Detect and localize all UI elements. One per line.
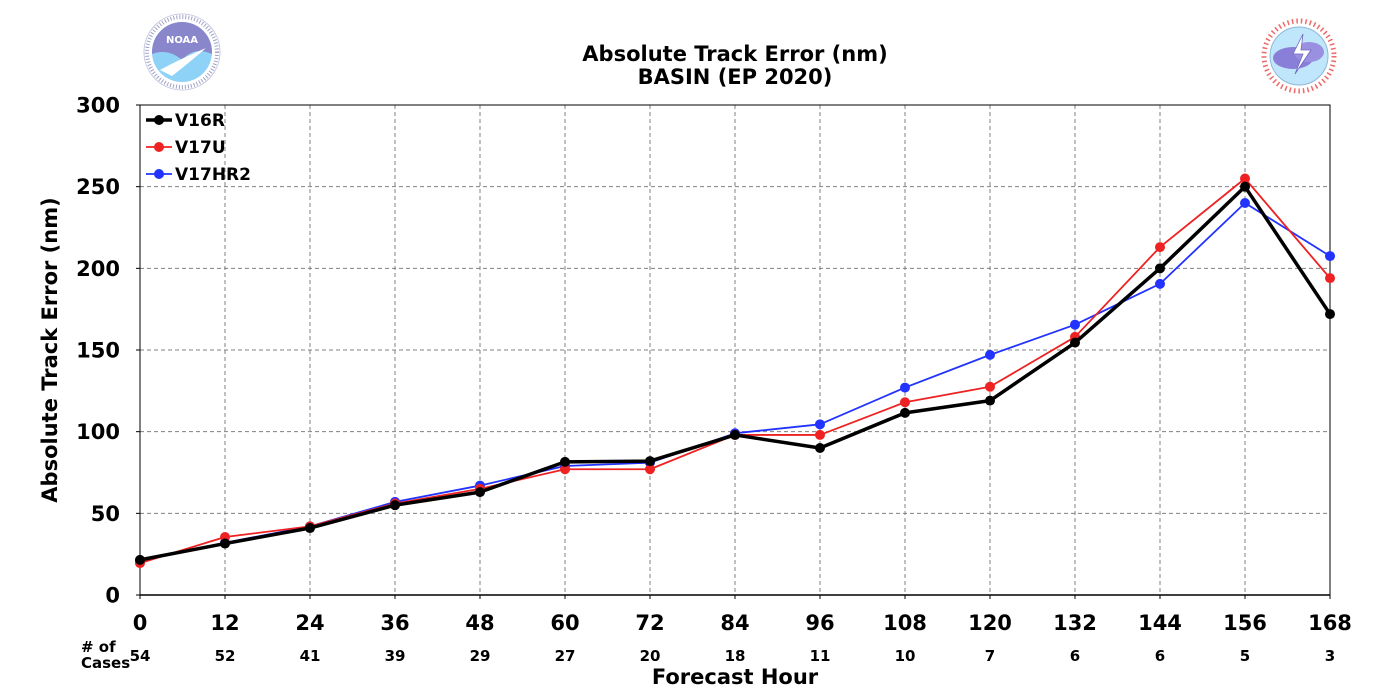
data-point-v16r	[1240, 181, 1250, 192]
y-tick-label: 0	[105, 584, 120, 608]
data-point-v17u	[1240, 173, 1250, 184]
data-point-v16r	[645, 456, 655, 467]
case-count: 7	[985, 647, 995, 665]
data-point-v17hr2	[985, 349, 995, 360]
data-point-v17hr2	[815, 419, 825, 430]
legend-marker-v17u	[154, 142, 164, 152]
x-axis-label: Forecast Hour	[652, 665, 819, 689]
x-tick-label: 84	[720, 611, 749, 635]
case-count: 18	[725, 647, 746, 665]
case-count: 52	[215, 647, 236, 665]
legend-label-v16r: V16R	[175, 111, 225, 131]
case-count: 29	[470, 647, 491, 665]
data-point-v16r	[135, 554, 145, 565]
case-count: 11	[810, 647, 831, 665]
x-tick-label: 24	[295, 611, 324, 635]
x-ticks: 0 12 24 36 48 60 72 84 96 108 120 132 144 156 168	[133, 595, 1352, 635]
series-layer	[135, 173, 1335, 569]
data-point-v17u	[1325, 273, 1335, 284]
cases-label-line1: # of	[81, 638, 116, 656]
data-point-v16r	[390, 500, 400, 511]
case-count: 20	[640, 647, 661, 665]
cases-row: 54 52 41 39 29 27 20 18 11 10 7 6 6 5 3	[130, 647, 1336, 665]
svg-text:NOAA: NOAA	[166, 35, 198, 46]
data-point-v17hr2	[1240, 198, 1250, 208]
data-point-v17u	[560, 464, 570, 475]
grid	[140, 105, 1330, 596]
data-point-v16r	[1155, 263, 1165, 274]
case-count: 54	[130, 647, 151, 665]
data-point-v17hr2	[1155, 278, 1165, 289]
noaa-logo: NOAA	[143, 13, 221, 91]
legend-label-v17hr2: V17HR2	[175, 165, 251, 185]
x-tick-label: 96	[805, 611, 834, 635]
x-tick-label: 48	[465, 611, 494, 635]
case-count: 39	[385, 647, 406, 665]
case-count: 6	[1155, 647, 1165, 665]
x-tick-label: 144	[1138, 611, 1182, 635]
data-point-v17u	[1155, 242, 1165, 253]
y-tick-label: 200	[76, 257, 120, 281]
y-ticks: 0 50 100 150 200 250 300	[76, 94, 140, 608]
x-tick-label: 156	[1223, 611, 1267, 635]
data-point-v17u	[985, 381, 995, 392]
case-count: 41	[300, 647, 321, 665]
legend-marker-v16r	[154, 115, 164, 125]
x-tick-label: 0	[133, 611, 148, 635]
x-tick-label: 132	[1053, 611, 1097, 635]
data-point-v16r	[815, 443, 825, 453]
data-point-v17u	[900, 397, 910, 408]
x-tick-label: 60	[550, 611, 579, 635]
x-tick-label: 72	[635, 611, 664, 635]
y-tick-label: 50	[91, 502, 120, 526]
legend: V16R V17U V17HR2	[146, 111, 251, 185]
case-count: 27	[555, 647, 576, 665]
data-point-v16r	[305, 523, 315, 534]
data-point-v16r	[475, 487, 485, 498]
data-point-v16r	[220, 538, 230, 549]
legend-marker-v17hr2	[154, 169, 164, 179]
case-count: 6	[1070, 647, 1080, 665]
data-point-v17u	[815, 429, 825, 440]
x-tick-label: 120	[968, 611, 1012, 635]
data-point-v16r	[985, 395, 995, 406]
x-tick-label: 12	[210, 611, 239, 635]
data-point-v17hr2	[900, 382, 910, 393]
data-point-v17u	[645, 464, 655, 475]
chart-title: Absolute Track Error (nm)	[582, 42, 887, 66]
x-tick-label: 36	[380, 611, 409, 635]
cases-label-line2: Cases	[81, 654, 130, 672]
legend-label-v17u: V17U	[175, 138, 226, 158]
data-point-v17hr2	[1070, 319, 1080, 330]
y-axis-label: Absolute Track Error (nm)	[38, 197, 62, 502]
data-point-v16r	[730, 429, 740, 440]
data-point-v17hr2	[1325, 251, 1335, 262]
x-tick-label: 168	[1308, 611, 1352, 635]
chart-subtitle: BASIN (EP 2020)	[638, 65, 833, 89]
data-point-v16r	[560, 456, 570, 467]
data-point-v16r	[1325, 309, 1335, 320]
x-tick-label: 108	[883, 611, 927, 635]
case-count: 3	[1325, 647, 1335, 665]
case-count: 5	[1240, 647, 1250, 665]
nws-logo	[1261, 18, 1337, 94]
data-point-v16r	[900, 407, 910, 418]
y-tick-label: 250	[76, 175, 120, 199]
y-tick-label: 100	[76, 420, 120, 444]
data-point-v16r	[1070, 337, 1080, 348]
case-count: 10	[895, 647, 916, 665]
y-tick-label: 150	[76, 339, 120, 363]
y-tick-label: 300	[76, 94, 120, 118]
